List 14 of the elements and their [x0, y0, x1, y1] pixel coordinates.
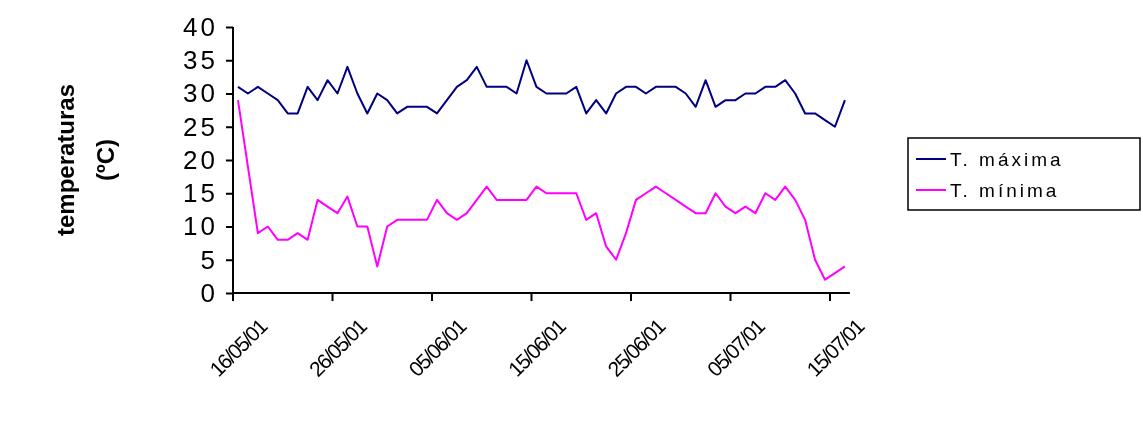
y-tick-label: 40	[183, 11, 218, 42]
legend-label: T. máxima	[950, 149, 1064, 170]
y-tick-label: 5	[200, 244, 218, 275]
line-series	[236, 59, 846, 128]
y-tick-label: 0	[200, 277, 218, 308]
y-tick-label: 35	[183, 45, 218, 76]
y-tick-label: 20	[183, 144, 218, 175]
line-series	[236, 99, 846, 281]
y-tick-label: 10	[183, 211, 218, 242]
y-tick-label: 25	[183, 111, 218, 142]
legend-label: T. mínima	[950, 180, 1060, 201]
y-tick-label: 30	[183, 78, 218, 109]
y-tick-label: 15	[183, 178, 218, 209]
y-axis-title: temperaturas (ºC)	[52, 83, 119, 237]
